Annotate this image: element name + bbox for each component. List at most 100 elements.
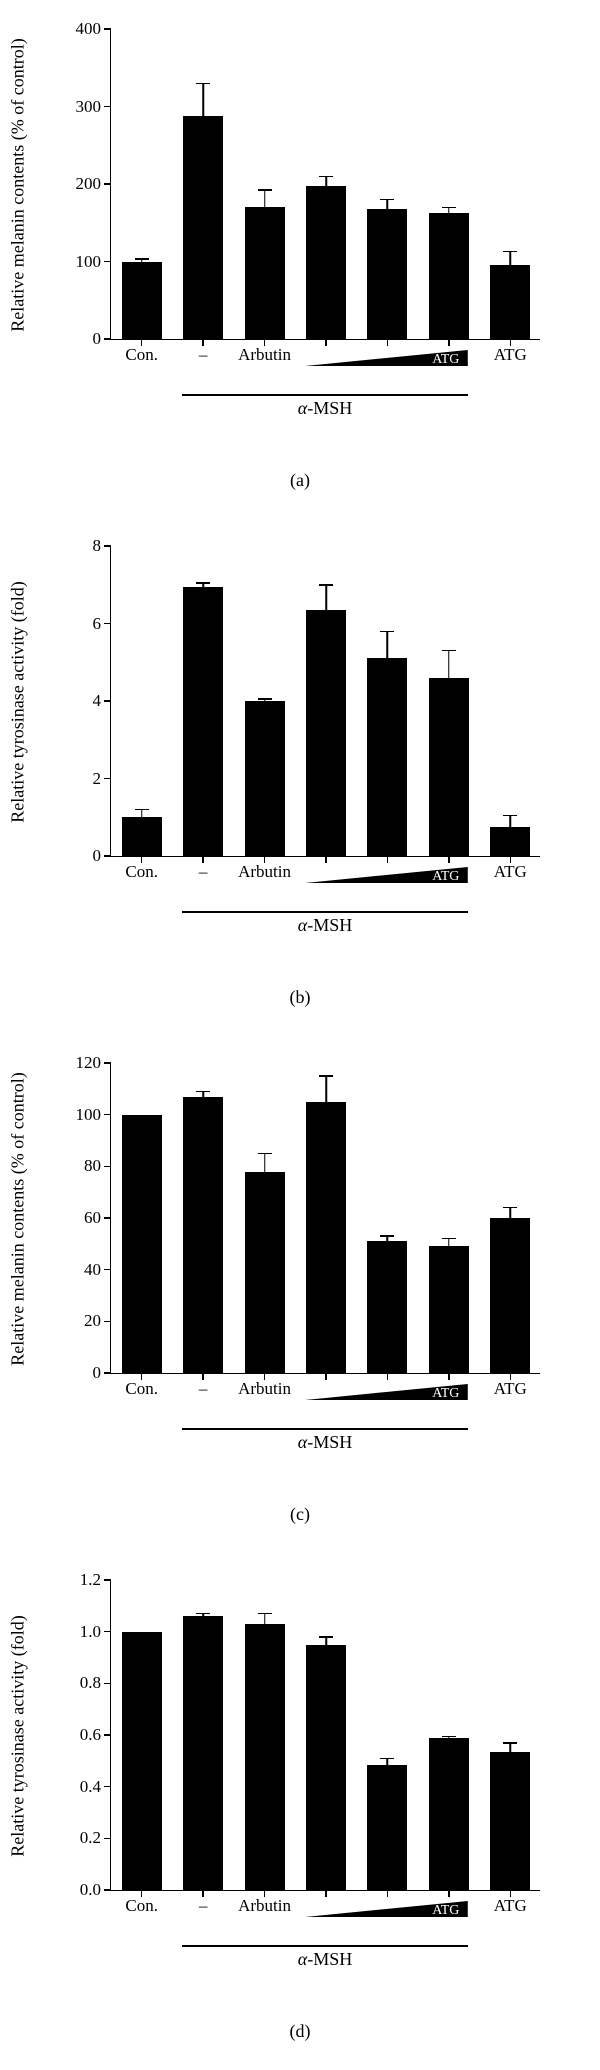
- plot-area: 02468Con.–ArbutinATG: [110, 547, 540, 857]
- group-underline: [182, 911, 468, 913]
- error-bar: [387, 1758, 389, 1764]
- y-tick: [104, 545, 111, 547]
- y-tick-label: 100: [51, 252, 111, 272]
- y-tick-label: 0.0: [51, 1880, 111, 1900]
- y-tick: [104, 778, 111, 780]
- plot-area: 0.00.20.40.60.81.01.2Con.–ArbutinATG: [110, 1581, 540, 1891]
- error-bar: [325, 1076, 327, 1102]
- error-cap: [380, 1235, 394, 1237]
- error-cap: [196, 1613, 210, 1615]
- wedge-label: ATG: [432, 1903, 459, 1919]
- error-cap: [442, 1238, 456, 1240]
- error-cap: [196, 1091, 210, 1093]
- error-bar: [387, 200, 389, 209]
- bar: [429, 1738, 469, 1890]
- panel-caption: (c): [0, 1504, 600, 1525]
- bar: [183, 587, 223, 856]
- x-tick: [325, 339, 327, 346]
- y-tick-label: 400: [51, 19, 111, 39]
- panel-d: 0.00.20.40.60.81.01.2Con.–ArbutinATG Rela…: [0, 1551, 600, 2068]
- y-tick-label: 0: [51, 1363, 111, 1383]
- group-label: α-MSH: [298, 915, 352, 936]
- y-tick-label: 300: [51, 97, 111, 117]
- x-tick-label: ATG: [494, 339, 527, 365]
- error-cap: [442, 207, 456, 209]
- bar: [367, 1765, 407, 1890]
- y-tick: [104, 1838, 111, 1840]
- bar: [367, 1241, 407, 1373]
- bar: [245, 207, 285, 339]
- x-tick: [387, 339, 389, 346]
- y-tick: [104, 1889, 111, 1891]
- error-cap: [258, 189, 272, 191]
- panel-caption: (a): [0, 470, 600, 491]
- bar: [429, 213, 469, 339]
- bar: [122, 1632, 162, 1890]
- y-tick-label: 0.2: [51, 1828, 111, 1848]
- bar: [245, 701, 285, 856]
- bar: [429, 678, 469, 856]
- x-tick-label: Con.: [125, 339, 158, 365]
- group-label: α-MSH: [298, 1432, 352, 1453]
- bar: [490, 1752, 530, 1890]
- error-bar: [510, 815, 512, 827]
- group-underline: [182, 1428, 468, 1430]
- x-tick-label: Arbutin: [238, 856, 291, 882]
- y-tick-label: 1.0: [51, 1622, 111, 1642]
- y-tick: [104, 1166, 111, 1168]
- x-tick: [448, 339, 450, 346]
- bar: [306, 1645, 346, 1890]
- y-tick-label: 120: [51, 1053, 111, 1073]
- error-cap: [258, 1153, 272, 1155]
- y-tick: [104, 261, 111, 263]
- x-tick-label: ATG: [494, 1373, 527, 1399]
- bar: [306, 1102, 346, 1373]
- y-tick: [104, 1372, 111, 1374]
- error-cap: [319, 1636, 333, 1638]
- error-bar: [325, 176, 327, 185]
- y-tick: [104, 28, 111, 30]
- y-axis-label: Relative melanin contents (% of control): [8, 38, 29, 331]
- y-tick-label: 60: [51, 1208, 111, 1228]
- error-cap: [503, 251, 517, 253]
- error-cap: [442, 650, 456, 652]
- error-bar: [387, 1236, 389, 1241]
- error-cap: [442, 1736, 456, 1738]
- error-cap: [319, 584, 333, 586]
- x-tick: [325, 1890, 327, 1897]
- y-tick-label: 0.6: [51, 1725, 111, 1745]
- bar: [429, 1246, 469, 1373]
- x-tick-label: Arbutin: [238, 339, 291, 365]
- y-tick: [104, 1114, 111, 1116]
- panel-b: 02468Con.–ArbutinATG Relative tyrosinase …: [0, 517, 600, 1034]
- bar: [122, 1115, 162, 1373]
- error-cap: [258, 1613, 272, 1615]
- y-tick: [104, 1321, 111, 1323]
- y-tick-label: 2: [51, 769, 111, 789]
- wedge-label: ATG: [432, 352, 459, 368]
- y-tick: [104, 183, 111, 185]
- y-axis-label: Relative tyrosinase activity (fold): [8, 581, 29, 822]
- bar: [122, 262, 162, 340]
- wedge-label: ATG: [432, 1386, 459, 1402]
- x-tick: [448, 1890, 450, 1897]
- x-tick-label: –: [199, 1373, 208, 1399]
- y-tick-label: 4: [51, 691, 111, 711]
- bar: [245, 1172, 285, 1374]
- error-cap: [258, 698, 272, 700]
- y-tick-label: 40: [51, 1260, 111, 1280]
- y-tick-label: 0.8: [51, 1673, 111, 1693]
- bar: [490, 827, 530, 856]
- error-cap: [196, 582, 210, 584]
- group-label: α-MSH: [298, 1949, 352, 1970]
- y-tick-label: 80: [51, 1156, 111, 1176]
- bar: [245, 1624, 285, 1890]
- x-tick: [387, 1373, 389, 1380]
- group-label: α-MSH: [298, 398, 352, 419]
- error-bar: [325, 585, 327, 610]
- x-tick-label: Con.: [125, 856, 158, 882]
- y-axis-label: Relative tyrosinase activity (fold): [8, 1615, 29, 1856]
- error-bar: [510, 1743, 512, 1752]
- error-bar: [202, 83, 204, 116]
- panel-c: 020406080100120Con.–ArbutinATGRelative m…: [0, 1034, 600, 1551]
